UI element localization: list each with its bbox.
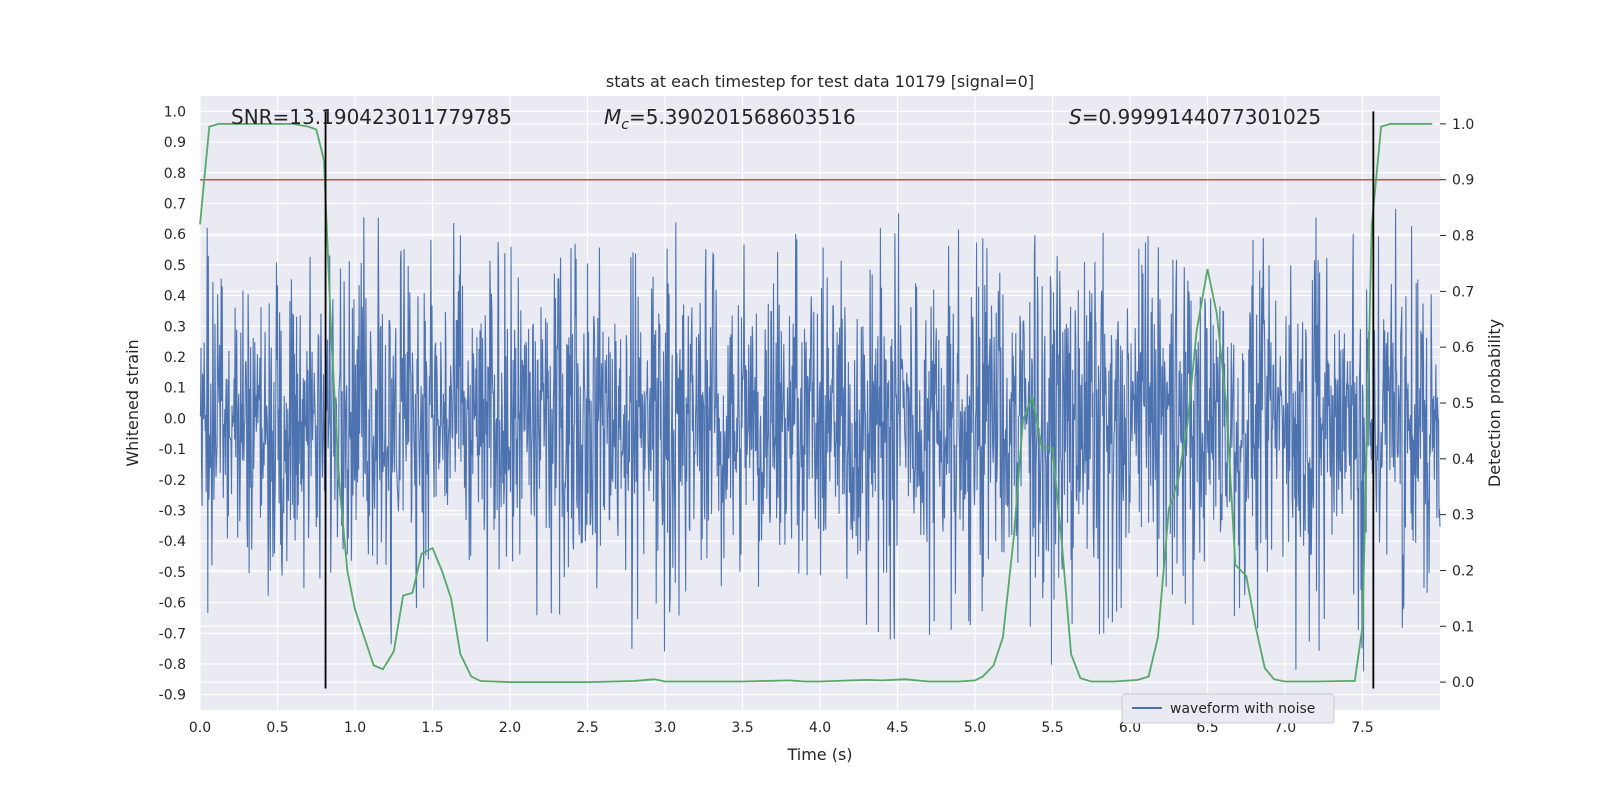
y2-tick-label: 0.5 [1452, 396, 1474, 412]
y-tick-label: -0.5 [159, 565, 186, 581]
y2-tick-label: 0.3 [1452, 508, 1474, 524]
detection-probability-line [199, 123, 1433, 683]
y-tick-label: -0.1 [159, 442, 186, 458]
x-tick-label: 3.5 [731, 720, 753, 736]
y-tick-label: 0.0 [164, 411, 186, 427]
y-tick-label: 0.3 [164, 319, 186, 335]
waveform-line [199, 208, 1441, 672]
y2-tick-label: 0.4 [1452, 452, 1474, 468]
overlays [199, 111, 1440, 689]
legend-box [1121, 693, 1335, 724]
y-tick-label: 1.0 [164, 104, 186, 120]
x-tick-label: 2.0 [499, 720, 521, 736]
x-tick-label: 5.0 [964, 720, 986, 736]
y2-tick-label: 0.9 [1452, 173, 1474, 189]
x-tick-label: 7.0 [1274, 720, 1296, 736]
y-tick-label: -0.9 [159, 688, 186, 704]
y2-tick-label: 1.0 [1452, 117, 1474, 133]
y-tick-label: -0.8 [159, 657, 186, 673]
snr-annotation: SNR=13.190423011779785 [231, 105, 512, 129]
x-tick-label: 5.5 [1041, 720, 1063, 736]
y2-tick-label: 0.8 [1452, 229, 1474, 245]
y2-tick-label: 0.0 [1452, 675, 1474, 691]
mc-annotation: Mc=5.390201568603516 [604, 105, 856, 133]
x-tick-label: 6.5 [1196, 720, 1218, 736]
x-tick-label: 7.5 [1351, 720, 1373, 736]
legend: waveform with noise [1121, 693, 1335, 724]
y-tick-label: 0.9 [164, 135, 186, 151]
x-tick-label: 4.0 [809, 720, 831, 736]
y-tick-label: -0.6 [159, 596, 186, 612]
y-tick-label: 0.4 [164, 289, 186, 305]
y-tick-label: -0.2 [159, 473, 186, 489]
legend-label: waveform with noise [1170, 701, 1315, 717]
y-tick-label: 0.5 [164, 258, 186, 274]
y-tick-label: -0.3 [159, 503, 186, 519]
chart-title: stats at each timestep for test data 101… [606, 72, 1034, 91]
y-tick-label: 0.8 [164, 166, 186, 182]
x-tick-label: 2.5 [576, 720, 598, 736]
x-tick-label: 1.0 [344, 720, 366, 736]
y2-axis-label: Detection probability [1485, 319, 1504, 487]
y2-tick-label: 0.6 [1452, 340, 1474, 356]
x-tick-label: 6.0 [1119, 720, 1141, 736]
s-annotation: S=0.9999144077301025 [1069, 105, 1321, 129]
y-axis-label: Whitened strain [123, 339, 142, 466]
y2-tick-label: 0.2 [1452, 563, 1474, 579]
y2-tick-label: 0.7 [1452, 284, 1474, 300]
x-tick-label: 0.0 [189, 720, 211, 736]
y-tick-label: 0.6 [164, 227, 186, 243]
x-axis-label: Time (s) [786, 745, 852, 764]
ticks: 0.0 0.5 1.0 1.5 2.0 2.5 3.0 3.5 4.0 4.5 5.0 5.5 6.0 6… [159, 104, 1475, 736]
y-tick-label: 0.7 [164, 196, 186, 212]
y-tick-label: -0.7 [159, 626, 186, 642]
noise-series [199, 208, 1441, 672]
x-tick-label: 4.5 [886, 720, 908, 736]
y-tick-label: 0.1 [164, 381, 186, 397]
y2-tick-label: 0.1 [1452, 619, 1474, 635]
x-tick-label: 1.5 [421, 720, 443, 736]
x-tick-label: 3.0 [654, 720, 676, 736]
y-tick-label: 0.2 [164, 350, 186, 366]
x-tick-label: 0.5 [266, 720, 288, 736]
y-tick-label: -0.4 [159, 534, 186, 550]
